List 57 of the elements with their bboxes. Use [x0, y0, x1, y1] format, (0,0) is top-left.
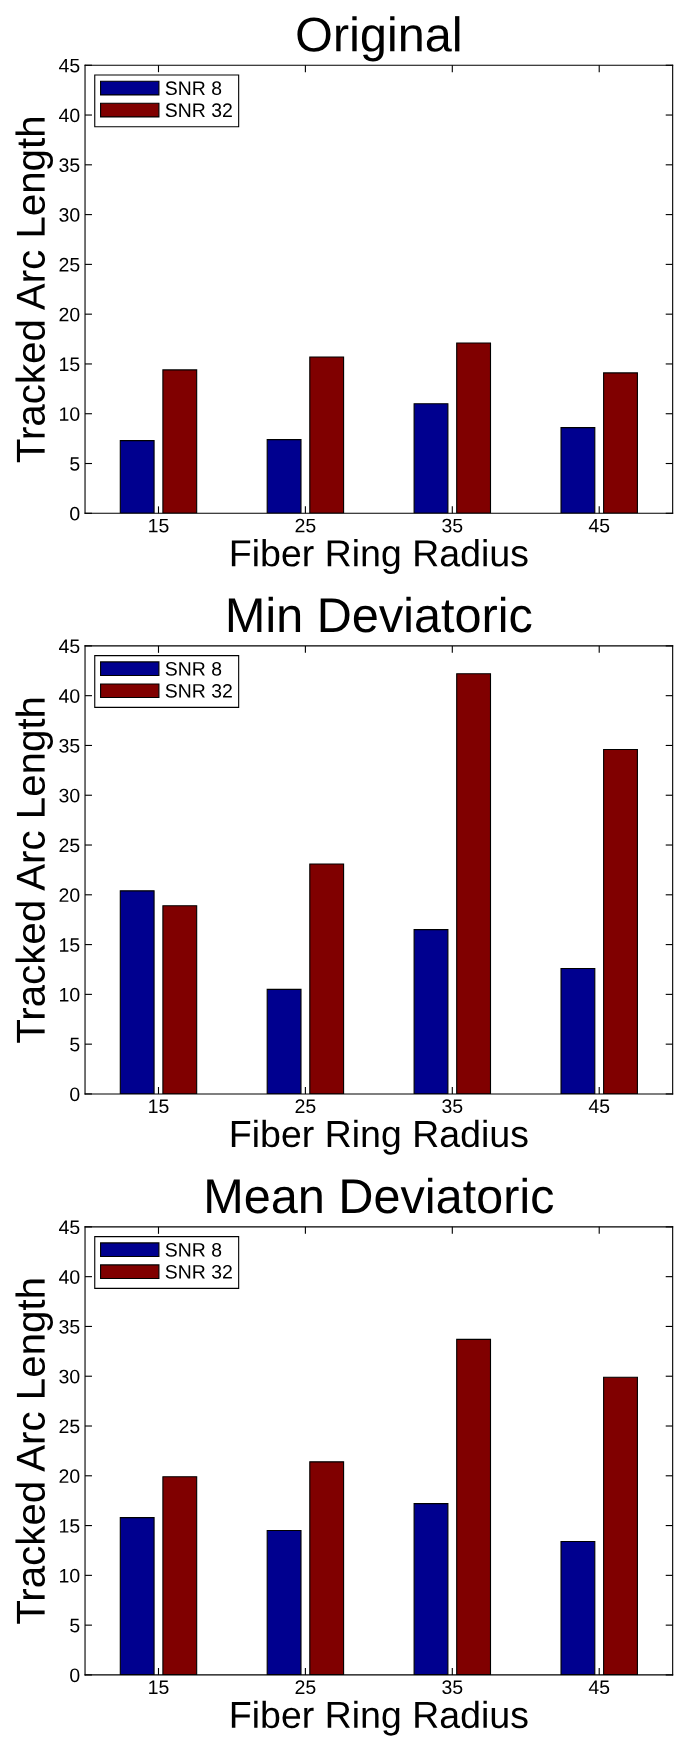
x-tick-label: 15 [149, 518, 169, 533]
legend-label: SNR 8 [165, 1242, 222, 1257]
y-tick-label: 20 [59, 888, 80, 903]
x-tick-label: 15 [149, 1680, 169, 1695]
y-tick-label: 5 [70, 1618, 80, 1633]
y-tick-label: 30 [59, 1369, 80, 1384]
y-tick-label: 10 [60, 407, 80, 421]
y-tick-label: 35 [59, 738, 80, 753]
y-axis-title: Tracked Arc Length [15, 1279, 53, 1624]
legend-label: SNR 32 [165, 1264, 232, 1279]
x-tick-label: 15 [149, 1099, 169, 1114]
x-tick-label: 35 [442, 518, 463, 533]
y-tick-label: 35 [59, 158, 80, 173]
x-tick-label: 45 [588, 1099, 610, 1114]
legend-label: SNR 8 [165, 81, 222, 96]
x-tick-label: 45 [588, 1680, 610, 1695]
y-tick-label: 10 [60, 1568, 80, 1583]
y-tick-label: 40 [58, 108, 80, 123]
y-tick-label: 45 [58, 58, 80, 73]
y-tick-label: 5 [70, 457, 80, 471]
y-tick-label: 0 [70, 1087, 80, 1102]
y-tick-label: 0 [70, 1668, 80, 1683]
y-tick-label: 5 [70, 1037, 80, 1052]
y-tick-label: 15 [60, 938, 80, 952]
legend-label: SNR 32 [165, 683, 232, 698]
chart-title: Mean Deviatoric [207, 1177, 554, 1214]
y-tick-label: 0 [70, 506, 80, 521]
chart-title: Min Deviatoric [228, 596, 532, 633]
y-tick-label: 30 [59, 788, 80, 803]
y-tick-label: 25 [59, 257, 80, 272]
y-tick-label: 45 [58, 1220, 80, 1235]
x-tick-label: 25 [295, 518, 316, 533]
y-tick-label: 25 [59, 1419, 80, 1434]
y-tick-label: 40 [58, 689, 80, 703]
y-tick-label: 45 [58, 639, 80, 654]
y-tick-label: 35 [59, 1319, 80, 1334]
x-tick-label: 45 [588, 518, 610, 533]
y-tick-label: 30 [59, 208, 80, 222]
legend-label: SNR 8 [165, 661, 222, 676]
y-tick-label: 25 [59, 838, 80, 853]
y-tick-label: 15 [60, 1519, 80, 1533]
x-tick-label: 25 [295, 1099, 316, 1114]
x-tick-label: 35 [442, 1099, 463, 1114]
y-tick-label: 20 [59, 307, 80, 322]
y-tick-label: 15 [60, 357, 80, 372]
y-tick-label: 10 [60, 987, 80, 1002]
x-axis-title: Fiber Ring Radius [231, 539, 528, 575]
y-tick-label: 20 [59, 1469, 80, 1484]
y-axis-title: Tracked Arc Length [15, 118, 53, 463]
legend-label: SNR 32 [165, 103, 232, 118]
y-tick-label: 40 [58, 1270, 80, 1284]
y-axis-title: Tracked Arc Length [15, 698, 53, 1043]
chart-title: Original [297, 16, 460, 62]
x-tick-label: 25 [295, 1680, 316, 1695]
x-axis-title: Fiber Ring Radius [231, 1700, 528, 1736]
x-axis-title: Fiber Ring Radius [231, 1119, 528, 1155]
x-tick-label: 35 [442, 1680, 463, 1695]
